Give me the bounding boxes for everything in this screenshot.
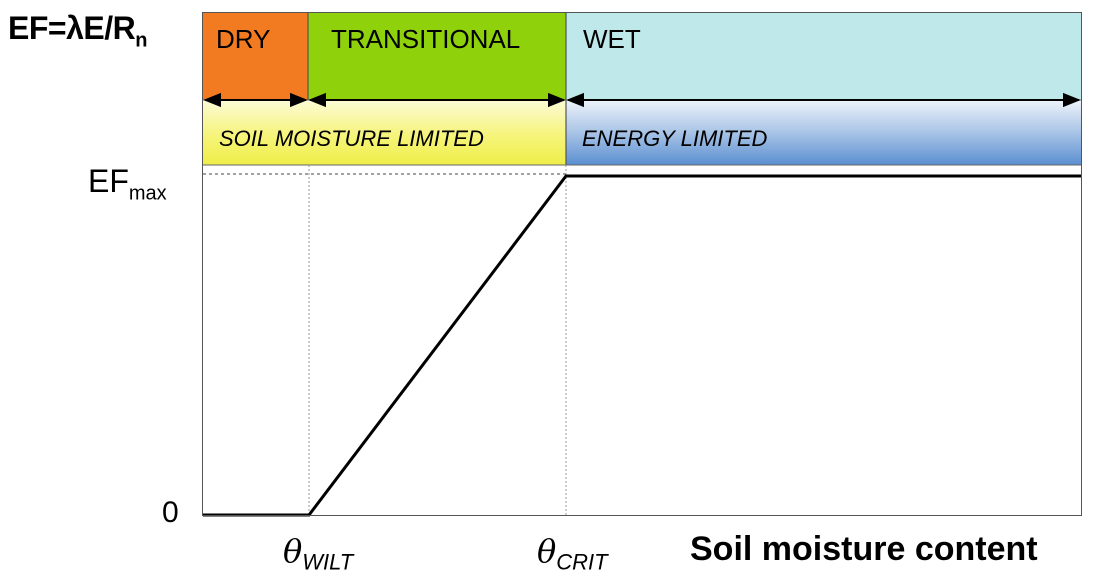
transitional-label: TRANSITIONAL bbox=[331, 24, 521, 54]
energy-limited-label: ENERGY LIMITED bbox=[582, 126, 768, 151]
efmax-subscript: max bbox=[128, 182, 167, 205]
theta-wilt-symbol: θ bbox=[283, 532, 303, 570]
transitional-zone bbox=[308, 13, 566, 100]
wet-zone bbox=[566, 13, 1081, 100]
x-axis-label: Soil moisture content bbox=[690, 530, 1038, 568]
energy-limited-band bbox=[566, 100, 1081, 165]
efmax-main: EF bbox=[88, 163, 129, 199]
dry-label: DRY bbox=[216, 24, 271, 54]
zero-label: 0 bbox=[162, 496, 179, 529]
theta-wilt-label: θWILT bbox=[283, 532, 353, 575]
theta-wilt-subscript: WILT bbox=[302, 549, 354, 575]
theta-crit-label: θCRIT bbox=[537, 532, 608, 575]
theta-crit-symbol: θ bbox=[537, 532, 557, 570]
ef-equation: EF=λE/Rn bbox=[8, 10, 147, 52]
theta-crit-subscript: CRIT bbox=[556, 549, 608, 575]
soil-moisture-limited-label: SOIL MOISTURE LIMITED bbox=[219, 126, 484, 151]
wet-label: WET bbox=[583, 24, 641, 54]
ef-curve bbox=[203, 174, 1081, 517]
dry-zone bbox=[203, 13, 308, 100]
ef-equation-main: EF=λE/R bbox=[8, 10, 136, 46]
efmax-label: EFmax bbox=[88, 163, 167, 205]
ef-equation-subscript: n bbox=[135, 29, 147, 52]
soil-moisture-limited-band bbox=[203, 100, 566, 165]
